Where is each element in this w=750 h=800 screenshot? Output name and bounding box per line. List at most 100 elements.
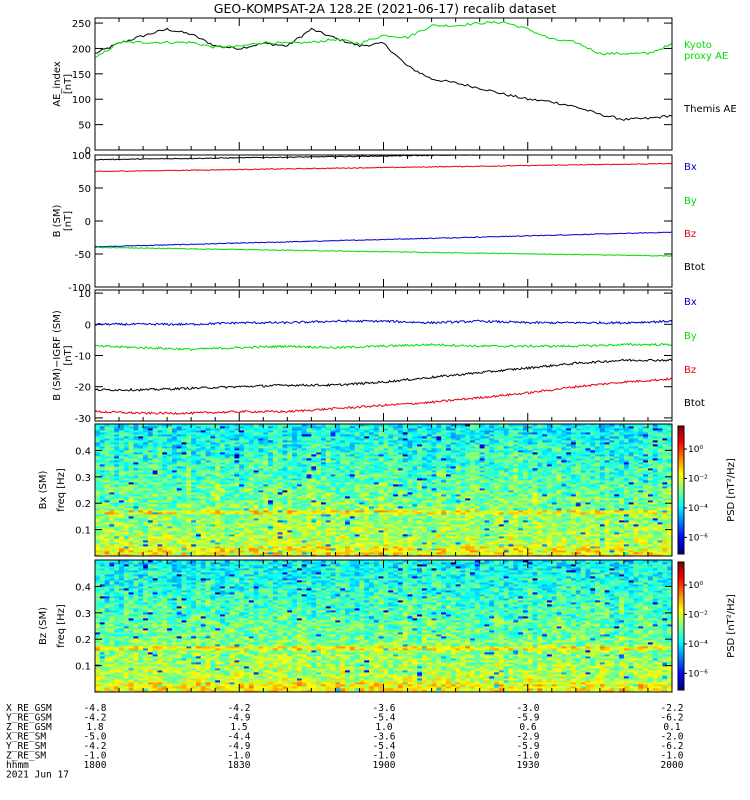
psd-cell <box>99 546 106 549</box>
psd-cell <box>157 520 163 523</box>
psd-cell <box>138 508 144 511</box>
psd-cell <box>147 460 154 463</box>
psd-cell <box>316 442 322 445</box>
psd-cell <box>171 524 178 527</box>
psd-cell <box>287 522 293 525</box>
psd-cell <box>296 536 303 539</box>
psd-cell <box>104 438 110 441</box>
psd-cell <box>340 478 346 481</box>
psd-cell <box>277 458 283 461</box>
psd-cell <box>157 456 163 459</box>
psd-cell <box>335 496 341 499</box>
psd-cell <box>253 442 259 445</box>
psd-cell <box>320 540 327 543</box>
psd-cell <box>147 430 154 433</box>
psd-cell <box>316 534 322 537</box>
psd-cell <box>157 492 163 495</box>
psd-cell <box>162 552 168 555</box>
psd-cell <box>152 532 158 535</box>
psd-cell <box>354 520 360 523</box>
psd-cell <box>296 458 303 461</box>
psd-cell <box>340 468 346 471</box>
psd-cell <box>109 486 115 489</box>
psd-cell <box>109 494 115 497</box>
psd-cell <box>162 514 168 517</box>
psd-cell <box>239 526 245 529</box>
psd-cell <box>181 500 187 503</box>
psd-cell <box>354 452 360 455</box>
psd-cell <box>248 448 255 451</box>
psd-cell <box>229 470 235 473</box>
psd-cell <box>99 532 106 535</box>
psd-cell <box>248 464 255 467</box>
psd-cell <box>345 474 351 477</box>
psd-cell <box>133 452 139 455</box>
psd-cell <box>258 430 264 433</box>
psd-cell <box>244 446 250 449</box>
psd-cell <box>157 424 163 427</box>
psd-cell <box>292 458 298 461</box>
psd-cell <box>320 532 327 535</box>
psd-cell <box>224 474 231 477</box>
psd-cell <box>296 444 303 447</box>
psd-cell <box>195 430 202 433</box>
psd-cell <box>215 488 221 491</box>
psd-cell <box>123 512 130 515</box>
psd-cell <box>239 446 245 449</box>
psd-cell <box>272 424 279 427</box>
psd-cell <box>306 450 312 453</box>
psd-cell <box>186 498 192 501</box>
psd-cell <box>330 452 336 455</box>
plot-frame <box>94 17 673 151</box>
psd-cell <box>244 452 250 455</box>
psd-cell <box>95 456 101 459</box>
psd-cell <box>296 526 303 529</box>
psd-cell <box>359 508 365 511</box>
psd-cell <box>292 550 298 553</box>
psd-cell <box>268 524 274 527</box>
psd-cell <box>359 554 365 557</box>
psd-cell <box>152 550 158 553</box>
psd-cell <box>296 472 303 475</box>
psd-cell <box>277 528 283 531</box>
psd-cell <box>301 510 307 513</box>
psd-cell <box>95 544 101 547</box>
psd-cell <box>311 462 317 465</box>
psd-cell <box>104 458 110 461</box>
psd-cell <box>320 520 327 523</box>
psd-cell <box>282 546 288 549</box>
psd-cell <box>186 458 192 461</box>
psd-cell <box>224 500 231 503</box>
psd-cell <box>171 448 178 451</box>
psd-cell <box>128 524 134 527</box>
psd-cell <box>99 440 106 443</box>
psd-cell <box>128 438 134 441</box>
psd-cell <box>359 446 365 449</box>
psd-cell <box>234 538 240 541</box>
psd-cell <box>128 454 134 457</box>
psd-cell <box>143 434 149 437</box>
psd-cell <box>220 524 226 527</box>
psd-cell <box>191 482 197 485</box>
psd-cell <box>162 520 168 523</box>
psd-cell <box>181 488 187 491</box>
psd-cell <box>268 502 274 505</box>
psd-cell <box>224 490 231 493</box>
psd-cell <box>215 554 221 557</box>
psd-cell <box>330 550 336 553</box>
psd-cell <box>109 482 115 485</box>
psd-cell <box>167 546 173 549</box>
psd-cell <box>292 468 298 471</box>
psd-cell <box>162 488 168 491</box>
psd-cell <box>143 470 149 473</box>
psd-cell <box>272 456 279 459</box>
psd-cell <box>224 496 231 499</box>
psd-cell <box>147 496 154 499</box>
psd-cell <box>181 462 187 465</box>
y-tick-label: 150 <box>72 70 91 81</box>
psd-cell <box>205 554 211 557</box>
psd-cell <box>287 442 293 445</box>
psd-cell <box>248 548 255 551</box>
psd-cell <box>364 486 370 489</box>
psd-cell <box>263 502 269 505</box>
